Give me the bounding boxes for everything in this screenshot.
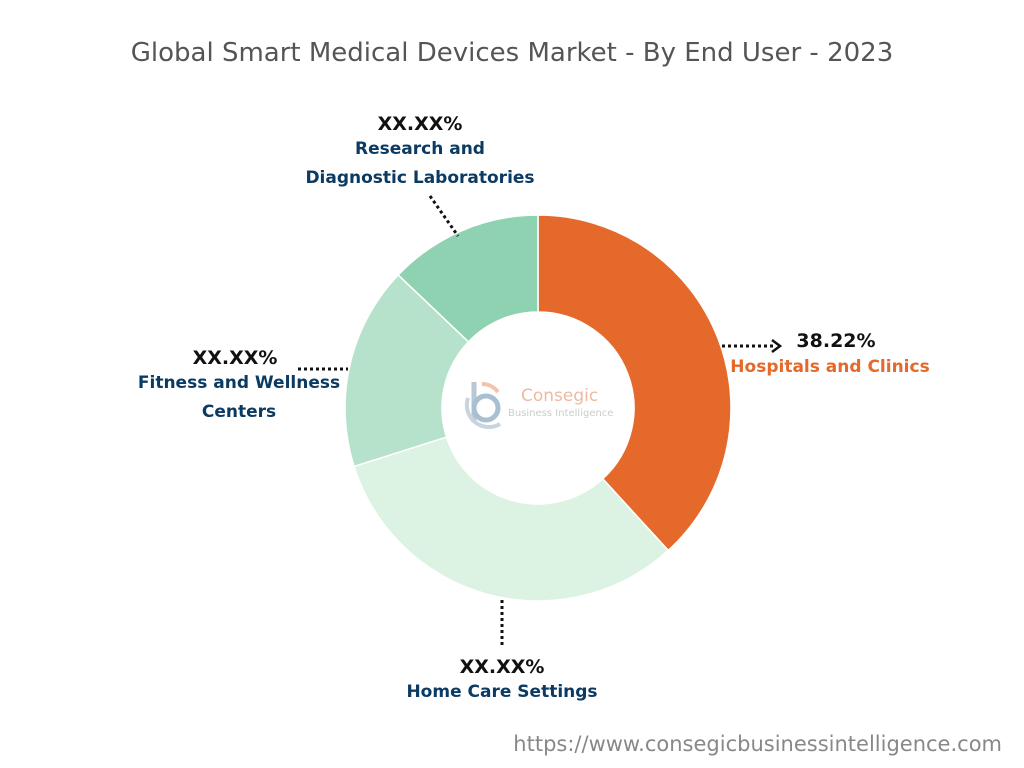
logo-name: Consegic bbox=[521, 386, 599, 406]
footer-url[interactable]: https://www.consegicbusinessintelligence… bbox=[513, 732, 1002, 756]
name-research-1: Research and bbox=[355, 139, 485, 159]
slice-hospitals-and-clinics bbox=[537, 214, 732, 552]
name-home-care: Home Care Settings bbox=[406, 682, 598, 702]
value-hospitals: 38.22% bbox=[796, 330, 876, 352]
label-hospitals: 38.22% bbox=[776, 330, 896, 352]
label-fitness: XX.XX% Fitness and Wellness Centers bbox=[128, 347, 350, 427]
name-fitness-2: Centers bbox=[201, 402, 277, 422]
value-research: XX.XX% bbox=[377, 113, 463, 135]
label-research: XX.XX% Research and Diagnostic Laborator… bbox=[290, 113, 550, 193]
slice-home-care-settings bbox=[353, 436, 670, 602]
name-research-2: Diagnostic Laboratories bbox=[305, 168, 535, 188]
name-hospitals-wrap: Hospitals and Clinics bbox=[720, 353, 940, 382]
value-home-care: XX.XX% bbox=[459, 656, 545, 678]
slice-fitness-and-wellness-centers bbox=[344, 273, 470, 468]
name-hospitals: Hospitals and Clinics bbox=[730, 357, 930, 377]
value-fitness: XX.XX% bbox=[192, 347, 278, 369]
logo-subtitle: Business Intelligence bbox=[508, 408, 614, 419]
slice-research-and-diagnostic-laboratories bbox=[397, 214, 539, 343]
consegic-logo-icon bbox=[464, 382, 502, 430]
leader-research bbox=[428, 195, 460, 237]
leader-lines bbox=[298, 195, 783, 648]
arrow-hospitals bbox=[771, 339, 783, 353]
chart-title: Global Smart Medical Devices Market - By… bbox=[130, 38, 894, 68]
name-fitness-1: Fitness and Wellness bbox=[137, 373, 341, 393]
label-home-care: XX.XX% Home Care Settings bbox=[390, 656, 614, 707]
